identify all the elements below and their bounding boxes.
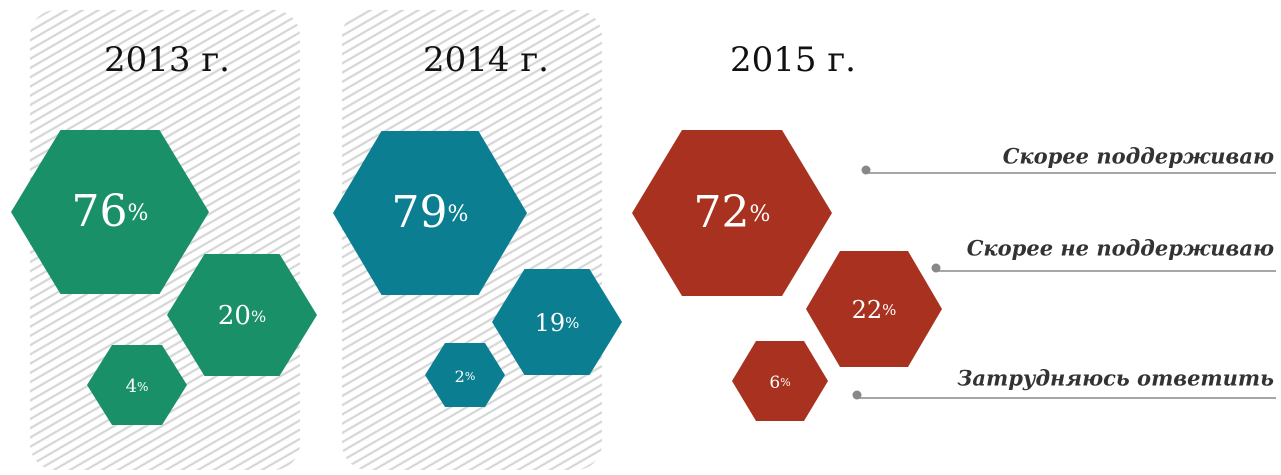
legend-dot [861, 165, 871, 175]
hexagon [732, 341, 828, 421]
value-unit: % [465, 370, 475, 383]
value-label: 76% [72, 186, 149, 237]
value-label: 20% [218, 301, 266, 331]
value-unit: % [882, 301, 896, 319]
hexagon [333, 131, 527, 295]
value-number: 19 [535, 309, 566, 337]
value-label: 19% [535, 309, 580, 337]
value-number: 79 [392, 187, 448, 238]
value-label: 2% [455, 367, 476, 386]
value-number: 72 [694, 187, 750, 238]
year-title: 2014 г. [423, 40, 549, 80]
value-number: 4 [126, 376, 137, 397]
value-unit: % [137, 380, 148, 394]
value-label: 79% [392, 187, 469, 238]
hexagon [425, 343, 505, 407]
legend-label: Скорее поддерживаю [1003, 144, 1274, 169]
legend-label: Затрудняюсь ответить [957, 366, 1274, 391]
value-unit: % [780, 376, 790, 389]
hexagon [167, 254, 317, 376]
value-label: 6% [769, 373, 790, 393]
year-title: 2015 г. [730, 40, 856, 80]
value-label: 4% [126, 376, 149, 397]
legend-dot [931, 263, 941, 273]
value-number: 2 [455, 367, 465, 386]
value-label: 72% [694, 187, 771, 238]
legend-dot [852, 390, 862, 400]
hexagon [492, 269, 622, 375]
value-unit: % [448, 202, 469, 227]
value-unit: % [128, 201, 149, 226]
value-unit: % [750, 202, 771, 227]
value-number: 6 [769, 373, 780, 393]
value-number: 22 [852, 296, 883, 324]
value-number: 76 [72, 186, 128, 237]
legend-label: Скорее не поддерживаю [967, 236, 1274, 261]
hexagon [632, 130, 832, 296]
value-unit: % [565, 314, 579, 332]
hexagon [87, 345, 187, 425]
value-number: 20 [218, 301, 251, 331]
hexagon [806, 251, 942, 367]
year-title: 2013 г. [104, 40, 230, 80]
value-label: 22% [852, 296, 897, 324]
value-unit: % [251, 307, 266, 326]
hexagon [11, 130, 209, 294]
